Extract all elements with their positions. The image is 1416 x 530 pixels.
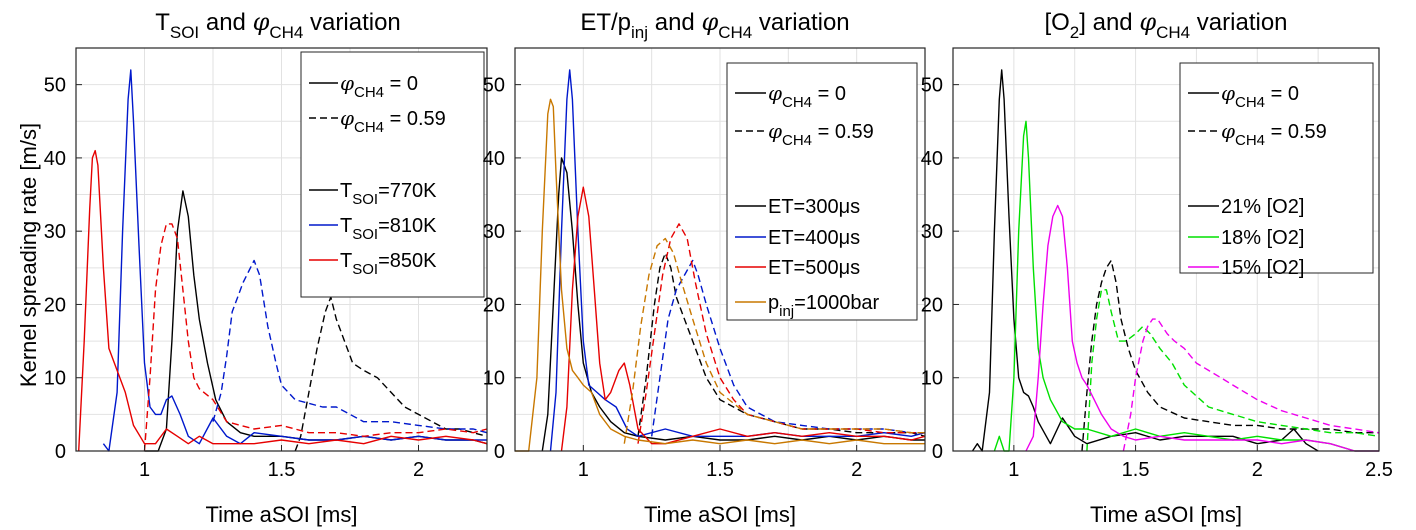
y-tick-label: 50 [921,75,943,97]
legend-entry-label: 15% [O2] [1221,257,1304,279]
x-tick-label: 1 [578,459,589,481]
legend-entry-label: φCH4 = 0 [1221,81,1299,111]
legend-entry-label: TSOI=770K [340,180,437,208]
chart-title: ET/pinj and φCH4 variation [580,8,849,42]
y-tick-label: 50 [44,75,66,97]
series-line-21-o2--dashed [1081,259,1379,452]
x-tick-label: 1.5 [706,459,734,481]
legend: φCH4 = 0 φCH4 = 0.59 ET=300μs ET=400μs ET=50… [726,62,918,321]
chart-panel-o2: [O2] and φCH4 variation 0 10 20 30 40 50 1 1.5 2… [921,8,1393,527]
legend-entry-label: φCH4 = 0 [768,81,846,111]
y-tick-label: 0 [55,441,66,463]
x-tick-label: 1 [139,459,150,481]
series-line-t-soi-810k-solid [102,69,487,452]
legend-entry-label: φCH4 = 0.59 [1221,119,1327,149]
legend-entry-label: ET=300μs [768,196,860,218]
x-axis-label: Time aSOI [ms] [206,502,358,527]
y-tick-label: 20 [44,294,66,316]
legend-entry-label: φCH4 = 0.59 [768,119,874,149]
series-line-18-o2--dashed [1086,289,1380,452]
y-tick-label: 40 [921,148,943,170]
y-tick-label: 20 [921,294,943,316]
plot-frame [952,47,1380,452]
legend-entry-label: ET=500μs [768,257,860,279]
legend-entry-label: φCH4 = 0 [340,71,418,101]
legend-entry-label: ET=400μs [768,227,860,249]
y-tick-label: 30 [44,221,66,243]
legend-entry-label: 21% [O2] [1221,196,1304,218]
chart-title: [O2] and φCH4 variation [1044,8,1287,42]
y-tick-label: 0 [932,441,943,463]
y-tick-label: 50 [483,75,505,97]
y-tick-label: 40 [44,148,66,170]
chart-title: TSOI and φCH4 variation [155,8,401,42]
series-line-t-soi-770k-dashed [294,296,488,452]
x-tick-label: 1 [1008,459,1019,481]
x-axis-label: Time aSOI [ms] [1090,502,1242,527]
legend: φCH4 = 0 φCH4 = 0.59 TSOI=770K TSOI=810K TSO… [300,51,485,298]
series-line-18-o2--solid [993,120,1379,452]
x-tick-label: 1.5 [1122,459,1150,481]
legend-box [726,62,918,321]
series-group [971,69,1380,452]
series-group [78,69,488,452]
chart-panel-et-pinj: ET/pinj and φCH4 variation 0 10 20 30 40 50 1 1… [483,8,926,527]
series-group [515,69,926,452]
y-tick-label: 20 [483,294,505,316]
legend-entry-label: 18% [O2] [1221,227,1304,249]
series-line-et-400-s-dashed [651,259,925,437]
legend: φCH4 = 0 φCH4 = 0.59 21% [O2] 18% [O2] 15% [… [1179,62,1374,279]
x-tick-label: 2 [413,459,424,481]
legend-entry-label: TSOI=810K [340,215,437,243]
series-line-et-300-s-dashed [637,252,926,437]
x-axis-label: Time aSOI [ms] [644,502,796,527]
x-tick-label: 2 [851,459,862,481]
x-tick-label: 2.5 [1365,459,1393,481]
legend-entry-label: TSOI=850K [340,250,437,278]
y-tick-label: 10 [44,368,66,390]
y-tick-label: 30 [483,221,505,243]
y-tick-label: 10 [483,368,505,390]
x-tick-label: 2 [1252,459,1263,481]
series-line-et-500-s-solid [560,186,926,452]
series-line-p-inj-1000bar-dashed [623,237,925,444]
y-tick-label: 0 [494,441,505,463]
series-line-p-inj-1000bar-solid [515,98,925,452]
y-tick-label: 40 [483,148,505,170]
series-line-t-soi-810k-dashed [212,259,488,434]
series-line-t-soi-850k-solid [78,149,488,452]
legend-entry-label: pinj=1000bar [768,292,880,320]
series-line-15-o2--dashed [1122,318,1380,452]
y-tick-label: 10 [921,368,943,390]
x-tick-label: 1.5 [268,459,296,481]
series-line-15-o2--solid [1025,204,1379,452]
y-axis-label: Kernel spreading rate [m/s] [16,123,41,387]
chart-panel-tsoi: TSOI and φCH4 variation 0 10 20 30 40 50 1 1.5 2… [44,8,488,527]
series-line-21-o2--solid [971,69,1319,452]
series-line-t-soi-850k-dashed [143,223,488,452]
legend-box [300,51,485,298]
legend-box [1179,62,1374,274]
y-tick-label: 30 [921,221,943,243]
legend-entry-label: φCH4 = 0.59 [340,106,446,136]
